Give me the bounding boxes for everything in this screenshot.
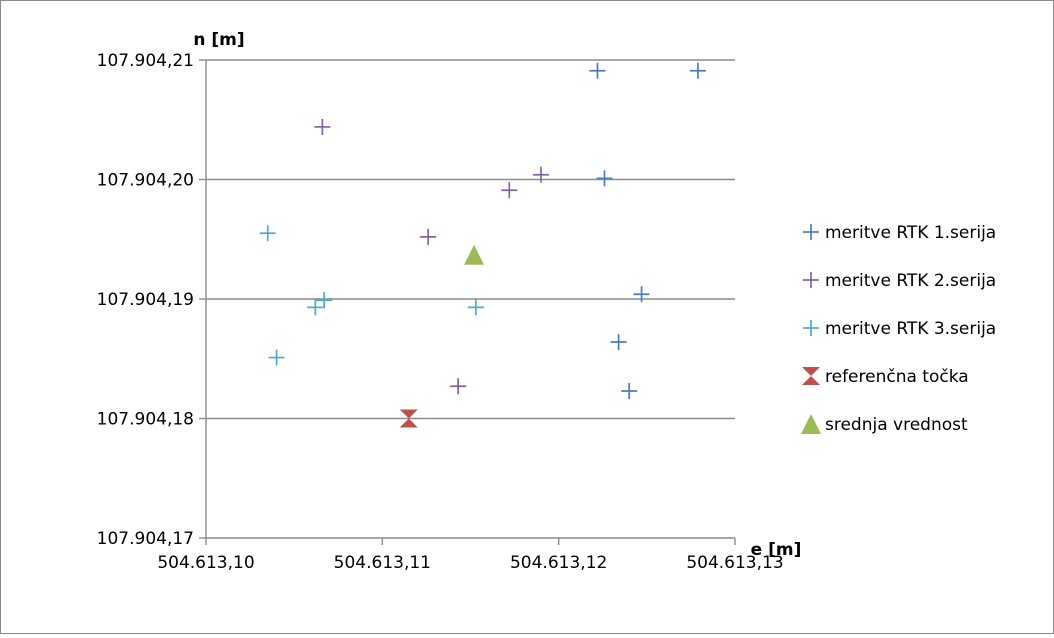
data-point <box>589 62 606 79</box>
legend-label: srednja vrednost <box>825 415 968 435</box>
data-point <box>314 118 331 135</box>
axes <box>199 59 736 545</box>
data-point <box>501 182 518 199</box>
x-tick-label: 504.613,10 <box>157 553 254 573</box>
y-tick-label: 107.904,18 <box>97 410 194 430</box>
x-tick-label: 504.613,12 <box>510 553 607 573</box>
legend-label: referenčna točka <box>825 367 969 387</box>
y-tick-label: 107.904,21 <box>97 51 194 71</box>
data-point <box>450 378 467 395</box>
legend-label: meritve RTK 3.serija <box>825 319 996 339</box>
x-axis-title: e [m] <box>751 540 802 560</box>
data-point <box>610 334 627 351</box>
data-point <box>689 62 706 79</box>
data-point <box>633 286 650 303</box>
x-tick-label: 504.613,11 <box>334 553 431 573</box>
legend-marker <box>803 224 819 240</box>
data-point <box>533 166 550 183</box>
tick-labels: 107.904,17 107.904,18 107.904,19 107.904,20… <box>97 51 784 573</box>
data-point <box>621 383 638 400</box>
data-point <box>316 292 333 309</box>
data-point <box>467 299 484 316</box>
y-tick-label: 107.904,17 <box>97 529 194 549</box>
data-point <box>399 409 418 428</box>
data-points <box>259 62 706 428</box>
legend-marker <box>801 414 821 434</box>
data-point <box>464 244 485 265</box>
legend-marker <box>803 320 819 336</box>
legend-label: meritve RTK 1.serija <box>825 223 996 243</box>
legend-label: meritve RTK 2.serija <box>825 271 996 291</box>
y-tick-label: 107.904,20 <box>97 171 194 191</box>
y-tick-label: 107.904,19 <box>97 290 194 310</box>
data-point <box>307 299 324 316</box>
data-point <box>596 170 613 187</box>
data-point <box>259 225 276 242</box>
x-tick-label: 504.613,13 <box>686 553 783 573</box>
legend: meritve RTK 1.serija meritve RTK 2.serija… <box>801 223 996 435</box>
data-point <box>420 228 437 245</box>
gridlines <box>206 59 735 420</box>
legend-marker <box>803 272 819 288</box>
data-point <box>268 349 285 366</box>
legend-marker <box>802 367 820 385</box>
y-axis-title: n [m] <box>193 30 244 50</box>
